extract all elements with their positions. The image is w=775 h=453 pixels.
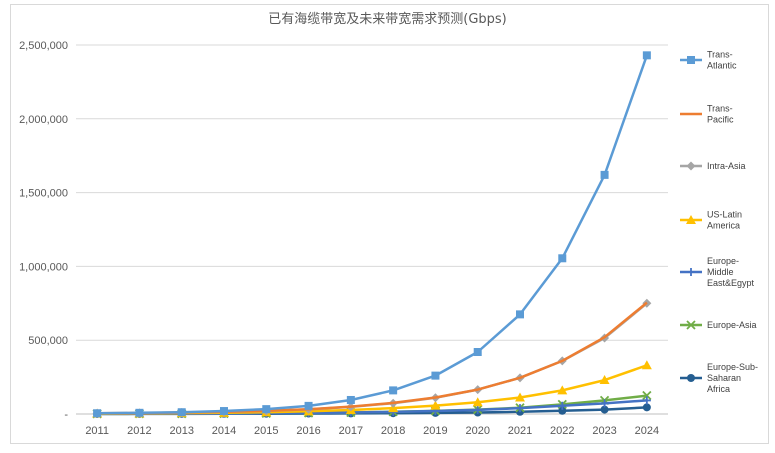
data-point [473,405,482,414]
legend-item: Europe-Asia [680,320,757,330]
data-point [177,408,186,417]
y-tick-label: 500,000 [28,335,68,347]
series-line [97,54,649,415]
data-point [557,385,568,395]
x-tick-label: 2016 [296,425,320,437]
legend-item: Trans-Atlantic [680,50,737,71]
x-tick-label: 2012 [127,425,151,437]
data-point [516,404,524,413]
series-4 [93,396,651,418]
data-point [516,310,524,319]
data-point [515,392,525,402]
x-tick-label: 2015 [254,425,278,437]
x-tick-label: 2023 [592,425,616,437]
series-1 [97,301,648,415]
legend-label: Pacific [707,115,734,125]
y-tick-label: 1,000,000 [19,261,68,273]
data-point [600,405,609,414]
data-point [642,403,651,412]
legend-label: Middle [707,267,734,277]
series-line [97,301,648,415]
series-0 [93,51,651,418]
legend-label: Trans- [707,50,733,60]
data-point [600,170,609,179]
x-tick-label: 2022 [550,425,574,437]
data-point [220,407,228,416]
data-point [473,348,482,357]
legend-marker [686,320,696,330]
x-tick-label: 2013 [169,425,193,437]
data-point [641,360,652,370]
data-point [642,390,652,401]
data-point [558,254,567,263]
data-point [642,51,651,60]
legend-label: Europe-Asia [707,320,757,330]
data-point [93,409,102,418]
data-point [558,401,567,410]
legend-label: US-Latin [707,210,742,220]
legend-label: Africa [707,384,730,394]
legend-marker [686,215,696,224]
series-3 [92,360,652,418]
legend-item: Trans-Pacific [680,104,734,125]
data-point [346,395,355,404]
legend-label: Europe-Sub- [707,362,758,372]
x-tick-label: 2018 [381,425,405,437]
legend-label: Europe- [707,256,739,266]
data-point [472,397,483,407]
legend-label: Atlantic [707,61,737,71]
legend-marker [687,268,695,276]
legend-label: America [707,221,740,231]
data-point [642,396,651,405]
data-point [599,375,610,385]
x-tick-label: 2014 [212,425,236,437]
data-point [600,399,609,408]
y-tick-label: 2,000,000 [19,114,68,126]
data-point [431,371,440,380]
x-tick-label: 2017 [339,425,363,437]
data-point [304,401,313,410]
data-point [558,406,567,415]
y-tick-label: 1,500,000 [19,188,68,200]
y-tick-label: - [64,409,68,421]
x-tick-label: 2020 [465,425,489,437]
chart-frame [10,4,769,444]
y-tick-label: 2,500,000 [19,40,68,52]
x-tick-label: 2019 [423,425,447,437]
x-tick-label: 2011 [85,425,109,437]
x-tick-label: 2021 [508,425,532,437]
data-point [262,405,271,414]
legend-label: East&Egypt [707,278,755,288]
legend-label: Intra-Asia [707,161,746,171]
x-tick-label: 2024 [635,425,659,437]
chart-title: 已有海缆带宽及未来带宽需求预测(Gbps) [268,12,507,27]
data-point [430,400,441,410]
legend-marker [687,56,695,64]
legend-marker [687,374,695,382]
legend-label: Saharan [707,373,741,383]
legend-item: Intra-Asia [680,161,746,171]
legend-label: Trans- [707,104,733,114]
legend-marker [686,161,696,171]
data-point [389,386,398,395]
data-point [135,408,144,417]
